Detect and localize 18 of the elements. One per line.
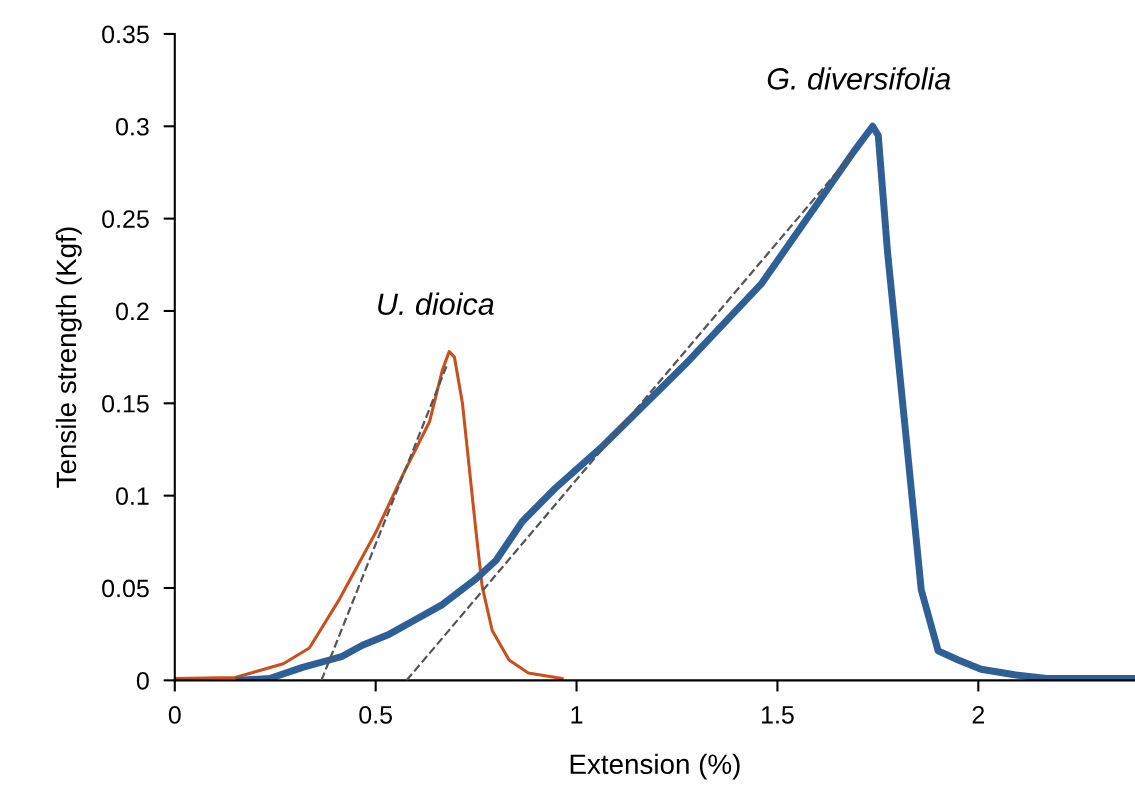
series-label: G. diversifolia xyxy=(767,67,951,90)
y-tick-label: 0.1 xyxy=(116,487,149,505)
y-tick-label: 0.05 xyxy=(102,579,149,598)
y-tick-label: 0.25 xyxy=(102,210,149,228)
x-tick-label: 1.5 xyxy=(761,706,794,724)
x-tick-label: 1 xyxy=(571,706,583,724)
y-tick-label: 0.35 xyxy=(102,25,149,44)
y-axis-title: Tensile strength (Kgf) xyxy=(55,227,82,488)
x-tick-label: 2 xyxy=(972,706,985,724)
y-tick-label: 0 xyxy=(136,671,149,690)
y-tick-label: 0.2 xyxy=(116,302,149,321)
x-tick-label: 0.5 xyxy=(359,706,392,724)
y-tick-label: 0.15 xyxy=(102,394,149,413)
y-tick-label: 0.3 xyxy=(116,117,149,136)
x-axis-title: Extension (%) xyxy=(570,753,740,780)
series-label: U. dioica xyxy=(378,292,494,316)
x-tick-label: 0 xyxy=(168,706,181,724)
line-series xyxy=(174,350,564,681)
